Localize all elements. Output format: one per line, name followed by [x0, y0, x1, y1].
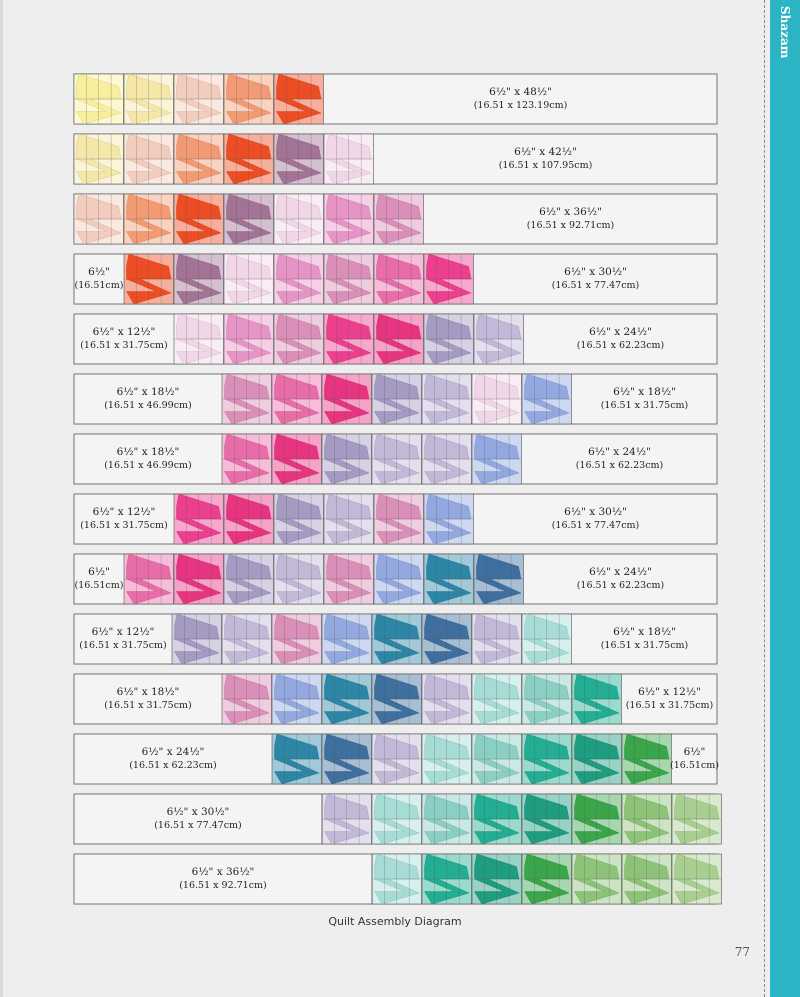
segment-metric-label: (16.51 x 31.75cm)	[601, 400, 689, 411]
segment-size-label: 6½" x 12½"	[92, 626, 155, 638]
chapter-tab-strip	[770, 0, 800, 997]
segment-metric-label: (16.51cm)	[75, 580, 124, 591]
quilt-row: 6½" x 12½" (16.51 x 31.75cm) 6½" x 18½" (16…	[73, 613, 718, 665]
segment-metric-label: (16.51 x 77.47cm)	[154, 820, 242, 831]
segment-size-label: 6½" x 30½"	[167, 806, 230, 818]
segment-metric-label: (16.51 x 77.47cm)	[552, 520, 640, 531]
chapter-tab-label: Shazam	[778, 6, 792, 59]
segment-metric-label: (16.51 x 31.75cm)	[79, 640, 167, 651]
segment-size-label: 6½"	[684, 746, 706, 758]
segment-metric-label: (16.51 x 31.75cm)	[104, 700, 192, 711]
segment-size-label: 6½" x 30½"	[564, 506, 627, 518]
diagram-caption: Quilt Assembly Diagram	[328, 915, 462, 928]
segment-size-label: 6½" x 12½"	[93, 326, 156, 338]
segment-metric-label: (16.51 x 107.95cm)	[499, 160, 593, 171]
segment-size-label: 6½" x 24½"	[589, 566, 652, 578]
page-number: 77	[734, 945, 750, 959]
segment-metric-label: (16.51 x 123.19cm)	[474, 100, 568, 111]
segment-metric-label: (16.51 x 46.99cm)	[104, 460, 192, 471]
segment-metric-label: (16.51 x 92.71cm)	[527, 220, 615, 231]
segment-size-label: 6½"	[88, 566, 110, 578]
segment-metric-label: (16.51 x 62.23cm)	[577, 340, 665, 351]
segment-metric-label: (16.51 x 62.23cm)	[577, 580, 665, 591]
segment-size-label: 6½" x 24½"	[142, 746, 205, 758]
quilt-row: 6½" x 30½" (16.51 x 77.47cm)	[73, 793, 722, 845]
segment-size-label: 6½" x 48½"	[489, 86, 552, 98]
quilt-row: 6½" (16.51cm) 6½" x 24½" (16.51 x 62.23cm)	[73, 553, 718, 605]
page-edge	[0, 0, 3, 997]
segment-size-label: 6½"	[88, 266, 110, 278]
quilt-row: 6½" x 42½" (16.51 x 107.95cm)	[73, 133, 718, 185]
tab-dashed-line	[764, 0, 765, 997]
segment-size-label: 6½" x 18½"	[117, 386, 180, 398]
segment-size-label: 6½" x 36½"	[539, 206, 602, 218]
quilt-row: 6½" x 12½" (16.51 x 31.75cm) 6½" x 30½" (16…	[73, 493, 718, 545]
segment-metric-label: (16.51 x 31.75cm)	[80, 340, 168, 351]
segment-metric-label: (16.51 x 31.75cm)	[626, 700, 714, 711]
segment-size-label: 6½" x 24½"	[589, 326, 652, 338]
segment-size-label: 6½" x 18½"	[117, 686, 180, 698]
quilt-row: 6½" (16.51cm) 6½" x 30½" (16.51 x 77.47cm)	[73, 253, 718, 305]
segment-size-label: 6½" x 12½"	[638, 686, 701, 698]
segment-metric-label: (16.51 x 46.99cm)	[104, 400, 192, 411]
segment-metric-label: (16.51 x 31.75cm)	[601, 640, 689, 651]
segment-metric-label: (16.51 x 62.23cm)	[576, 460, 664, 471]
quilt-row: 6½" x 24½" (16.51 x 62.23cm) 6½" (16.51cm)	[73, 733, 719, 785]
quilt-row: 6½" x 18½" (16.51 x 46.99cm) 6½" x 24½" (16…	[73, 433, 718, 485]
segment-metric-label: (16.51cm)	[670, 760, 719, 771]
quilt-row: 6½" x 18½" (16.51 x 46.99cm) 6½" x 18½" (16…	[73, 373, 718, 425]
segment-metric-label: (16.51 x 92.71cm)	[179, 880, 267, 891]
segment-size-label: 6½" x 36½"	[192, 866, 255, 878]
segment-size-label: 6½" x 18½"	[117, 446, 180, 458]
quilt-row: 6½" x 48½" (16.51 x 123.19cm)	[73, 73, 718, 125]
segment-size-label: 6½" x 30½"	[564, 266, 627, 278]
quilt-row: 6½" x 36½" (16.51 x 92.71cm)	[73, 193, 718, 245]
segment-metric-label: (16.51 x 31.75cm)	[80, 520, 168, 531]
segment-metric-label: (16.51 x 62.23cm)	[129, 760, 217, 771]
quilt-row: 6½" x 36½" (16.51 x 92.71cm)	[73, 853, 722, 905]
segment-size-label: 6½" x 18½"	[613, 386, 676, 398]
segment-size-label: 6½" x 42½"	[514, 146, 577, 158]
segment-size-label: 6½" x 12½"	[93, 506, 156, 518]
quilt-row: 6½" x 12½" (16.51 x 31.75cm) 6½" x 24½" (16…	[73, 313, 718, 365]
quilt-row: 6½" x 18½" (16.51 x 31.75cm) 6½" x 12½" (16…	[73, 673, 718, 725]
segment-metric-label: (16.51cm)	[75, 280, 124, 291]
segment-size-label: 6½" x 24½"	[588, 446, 651, 458]
segment-metric-label: (16.51 x 77.47cm)	[552, 280, 640, 291]
segment-size-label: 6½" x 18½"	[613, 626, 676, 638]
